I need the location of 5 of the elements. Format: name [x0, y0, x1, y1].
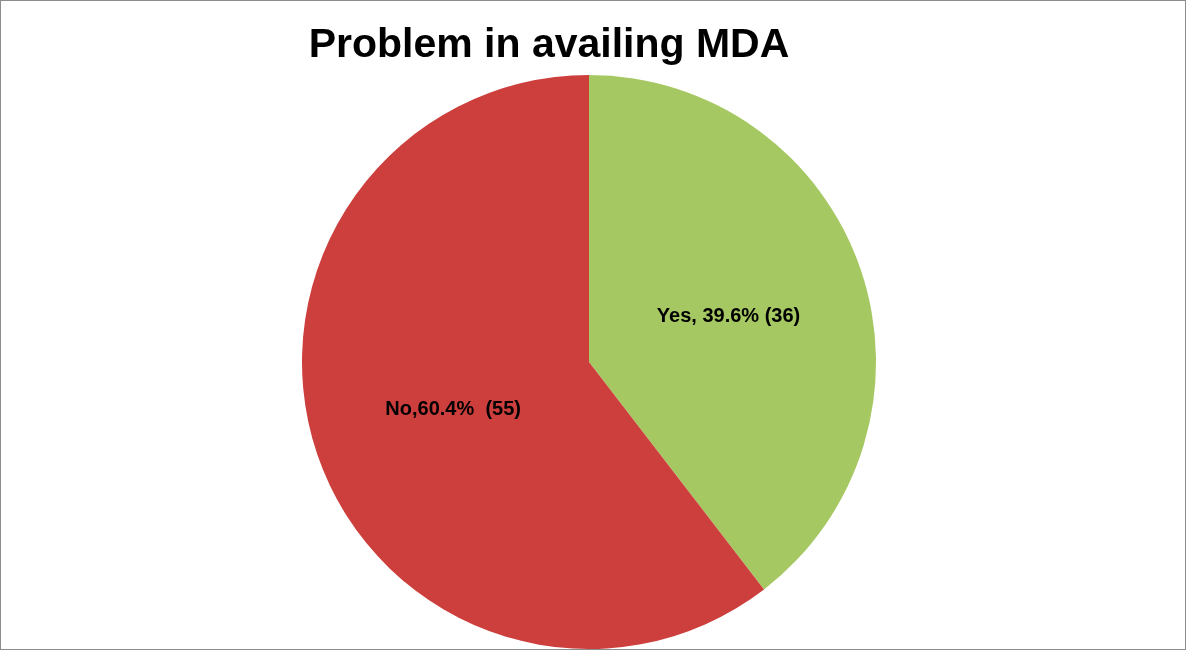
slice-label: Yes, 39.6% (36) [656, 303, 801, 326]
chart-title: Problem in availing MDA [308, 20, 790, 67]
pie-slice [589, 75, 876, 590]
pie-slice [302, 75, 765, 649]
slice-label: No,60.4% (55) [385, 397, 521, 420]
